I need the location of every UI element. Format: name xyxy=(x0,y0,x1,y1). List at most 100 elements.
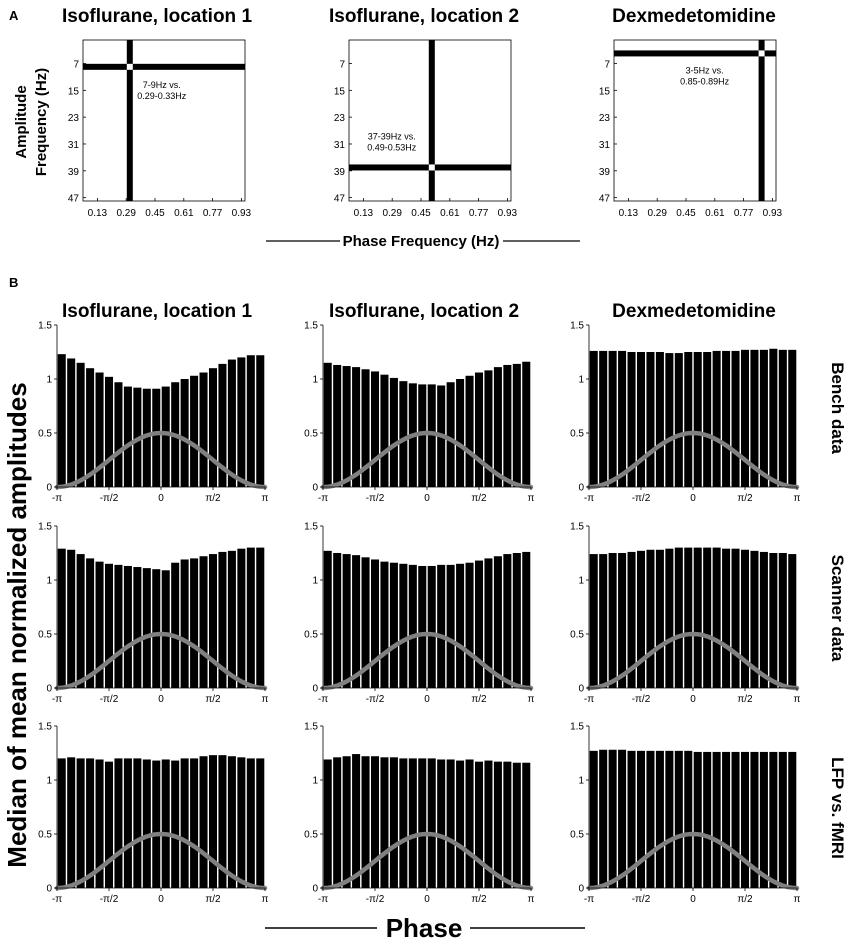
bar-ytick-label: 1 xyxy=(312,776,318,787)
bar-ytick-label: 1.5 xyxy=(570,321,584,332)
phase-bin-bar xyxy=(446,382,455,487)
heatmap-amp-band-3 xyxy=(614,50,776,57)
phase-bin-bar xyxy=(57,758,66,888)
bar-xtick-label: -π xyxy=(52,493,62,504)
phase-bin-bar xyxy=(86,368,95,487)
heatmap-annotation-line2: 0.85-0.89Hz xyxy=(680,76,730,86)
phase-bin-bar xyxy=(437,759,446,888)
heatmap-ytick-label: 39 xyxy=(599,167,611,178)
bar-ytick-label: 1 xyxy=(46,776,52,787)
phase-reference-curve xyxy=(54,430,268,490)
phase-bin-bar xyxy=(589,554,598,688)
bar-xtick-label: -π xyxy=(584,694,594,705)
heatmap-ytick-label: 31 xyxy=(334,140,346,151)
phase-bin-bar xyxy=(693,547,702,688)
heatmap-ytick-label: 23 xyxy=(334,113,346,124)
phase-bin-bar xyxy=(722,751,731,888)
phase-bin-bar xyxy=(142,759,151,888)
phase-bin-bar xyxy=(342,366,351,487)
heatmap-title-1: Isoflurane, location 1 xyxy=(62,6,252,27)
bar-ytick-label: 1.5 xyxy=(38,722,52,733)
phase-bin-bar xyxy=(627,750,636,888)
heatmap-ytick-label: 15 xyxy=(68,86,80,97)
bar-ytick-label: 0.5 xyxy=(38,830,52,841)
phase-bin-bar xyxy=(114,758,123,888)
phase-bin-bar xyxy=(152,760,161,888)
heatmap-xtick-label: 0.29 xyxy=(116,208,136,219)
phase-bin-bar xyxy=(740,751,750,888)
phase-bin-bar xyxy=(474,372,484,487)
phase-bin-bar xyxy=(769,553,778,688)
phase-bin-bar xyxy=(370,371,380,487)
heatmap-frame-3 xyxy=(613,39,777,202)
phase-bin-bar xyxy=(104,376,114,487)
phase-bin-bar xyxy=(67,358,76,487)
phase-bin-bar xyxy=(342,756,351,888)
phase-bin-bar xyxy=(522,361,531,487)
bar-ytick-label: 1 xyxy=(312,375,318,386)
bar-xtick-label: -π xyxy=(318,894,328,905)
phase-bin-bar xyxy=(227,756,236,888)
phase-bin-bar xyxy=(731,751,740,888)
phase-bin-bar xyxy=(190,558,199,688)
phase-bin-bar xyxy=(636,550,646,688)
panel-b-letter: B xyxy=(9,275,18,290)
phase-bin-bar xyxy=(465,375,474,487)
bar-xtick-label: π xyxy=(794,894,801,905)
phase-bin-bar xyxy=(484,370,493,487)
phase-bin-bar xyxy=(599,350,608,487)
heatmap-xtick-label: 0.45 xyxy=(411,208,431,219)
bar-xtick-label: π/2 xyxy=(737,894,753,905)
heatmap-xtick-label: 0.29 xyxy=(647,208,667,219)
heatmap-ytick-label: 15 xyxy=(334,86,346,97)
bar-xtick-label: 0 xyxy=(424,694,430,705)
bar-xtick-label: 0 xyxy=(158,894,164,905)
phase-bin-bar xyxy=(759,751,768,888)
phase-bin-bar xyxy=(171,760,180,888)
phase-bin-bar xyxy=(655,750,664,888)
phase-bin-bar xyxy=(361,756,370,888)
phase-bin-bar xyxy=(67,549,76,688)
heatmap-xtick-label: 0.93 xyxy=(498,208,518,219)
heatmap-ytick-label: 23 xyxy=(599,113,611,124)
phase-bin-bar xyxy=(693,352,702,487)
phase-bin-bar xyxy=(256,758,265,888)
phase-bin-bar xyxy=(456,760,465,888)
heatmap-phase-band-2 xyxy=(428,40,435,201)
bar-ytick-label: 1.5 xyxy=(304,522,318,533)
phase-bin-bar xyxy=(712,751,721,888)
phase-bin-bar xyxy=(427,565,436,688)
row-label-bench: Bench data xyxy=(828,362,847,454)
phase-bin-bar xyxy=(684,352,693,487)
phase-bin-bar xyxy=(95,759,104,888)
phase-bin-bar xyxy=(152,388,161,487)
phase-bin-bar xyxy=(380,757,389,888)
bar-ytick-label: 1.5 xyxy=(304,321,318,332)
phase-bin-bar xyxy=(199,756,208,888)
phase-bin-bar xyxy=(665,353,674,487)
phase-bin-bar xyxy=(759,349,768,487)
phase-bin-bar xyxy=(740,349,750,487)
phase-bin-bar xyxy=(703,547,712,688)
phase-bin-bar xyxy=(646,750,655,888)
phase-bin-bar xyxy=(684,750,693,888)
bar-ytick-label: 0.5 xyxy=(304,830,318,841)
phase-bin-bar xyxy=(769,348,778,487)
phase-bin-bar xyxy=(361,557,370,688)
phase-bin-bar xyxy=(114,564,123,688)
panel-a-ylabel-line1: Amplitude xyxy=(13,85,30,158)
phase-bin-bar xyxy=(493,761,502,888)
heatmap-ytick-label: 47 xyxy=(68,194,80,205)
phase-bin-bar xyxy=(788,554,797,688)
phase-bin-bar xyxy=(246,758,255,888)
panel-a-letter: A xyxy=(9,8,19,23)
heatmap-ytick-label: 31 xyxy=(68,140,80,151)
phase-bin-bar xyxy=(152,569,161,688)
bar-ytick-label: 0 xyxy=(312,884,318,895)
bar-xtick-label: -π/2 xyxy=(632,493,651,504)
phase-bin-bar xyxy=(427,384,436,487)
heatmap-ytick-label: 47 xyxy=(334,194,346,205)
heatmap-ytick-label: 39 xyxy=(68,167,80,178)
heatmap-xtick-label: 0.45 xyxy=(145,208,165,219)
heatmap-ytick-label: 15 xyxy=(599,86,611,97)
